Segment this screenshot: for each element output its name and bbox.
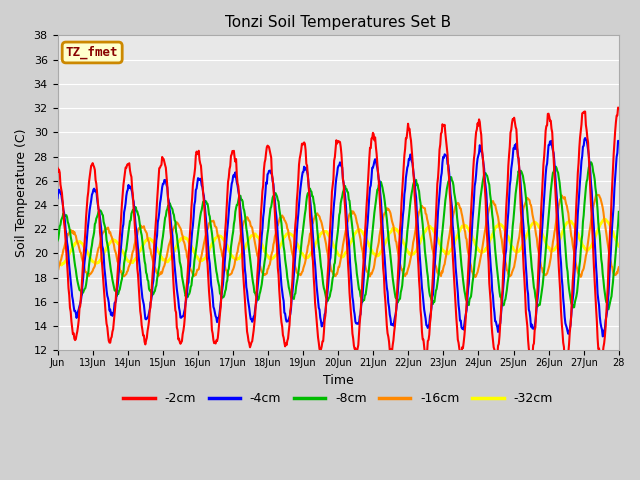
-8cm: [587, 159, 595, 165]
-4cm: [396, 258, 404, 264]
-16cm: [428, 240, 435, 246]
-8cm: [250, 289, 258, 295]
Line: -2cm: -2cm: [58, 108, 619, 365]
-2cm: [250, 320, 258, 326]
-16cm: [595, 192, 602, 198]
-16cm: [472, 274, 479, 280]
-16cm: [120, 273, 127, 279]
-2cm: [615, 105, 623, 111]
-32cm: [601, 216, 609, 222]
-8cm: [223, 280, 230, 286]
-8cm: [428, 297, 435, 303]
-16cm: [223, 268, 230, 274]
-32cm: [120, 252, 128, 257]
-8cm: [615, 209, 623, 215]
-32cm: [252, 231, 259, 237]
Legend: -2cm, -4cm, -8cm, -16cm, -32cm: -2cm, -4cm, -8cm, -16cm, -32cm: [118, 387, 558, 410]
Line: -8cm: -8cm: [58, 162, 619, 309]
-4cm: [250, 313, 258, 319]
-4cm: [120, 221, 127, 227]
-32cm: [273, 252, 280, 258]
-16cm: [54, 268, 61, 274]
-4cm: [599, 334, 607, 339]
-2cm: [614, 105, 622, 110]
X-axis label: Time: Time: [323, 373, 353, 386]
-8cm: [272, 190, 280, 196]
Y-axis label: Soil Temperature (C): Soil Temperature (C): [15, 129, 28, 257]
-2cm: [272, 226, 280, 232]
-16cm: [396, 261, 404, 266]
Title: Tonzi Soil Temperatures Set B: Tonzi Soil Temperatures Set B: [225, 15, 451, 30]
-2cm: [54, 165, 61, 171]
-32cm: [58, 262, 65, 268]
-16cm: [615, 264, 623, 270]
-4cm: [615, 138, 623, 144]
-16cm: [250, 237, 258, 242]
-32cm: [615, 243, 623, 249]
Line: -16cm: -16cm: [58, 195, 619, 277]
-4cm: [581, 135, 589, 141]
-8cm: [605, 306, 612, 312]
-2cm: [597, 362, 605, 368]
Text: TZ_fmet: TZ_fmet: [66, 46, 118, 59]
-32cm: [397, 233, 404, 239]
-8cm: [120, 270, 127, 276]
-32cm: [54, 260, 61, 266]
-2cm: [428, 299, 435, 305]
-4cm: [428, 305, 435, 311]
-4cm: [272, 207, 280, 213]
-8cm: [54, 238, 61, 243]
-2cm: [120, 182, 127, 188]
-2cm: [223, 205, 230, 211]
-32cm: [223, 242, 231, 248]
-16cm: [272, 231, 280, 237]
Line: -32cm: -32cm: [58, 219, 619, 265]
-4cm: [223, 235, 230, 240]
-4cm: [54, 195, 61, 201]
-32cm: [428, 226, 436, 231]
Line: -4cm: -4cm: [58, 138, 619, 336]
-2cm: [396, 227, 404, 233]
-8cm: [396, 296, 404, 302]
